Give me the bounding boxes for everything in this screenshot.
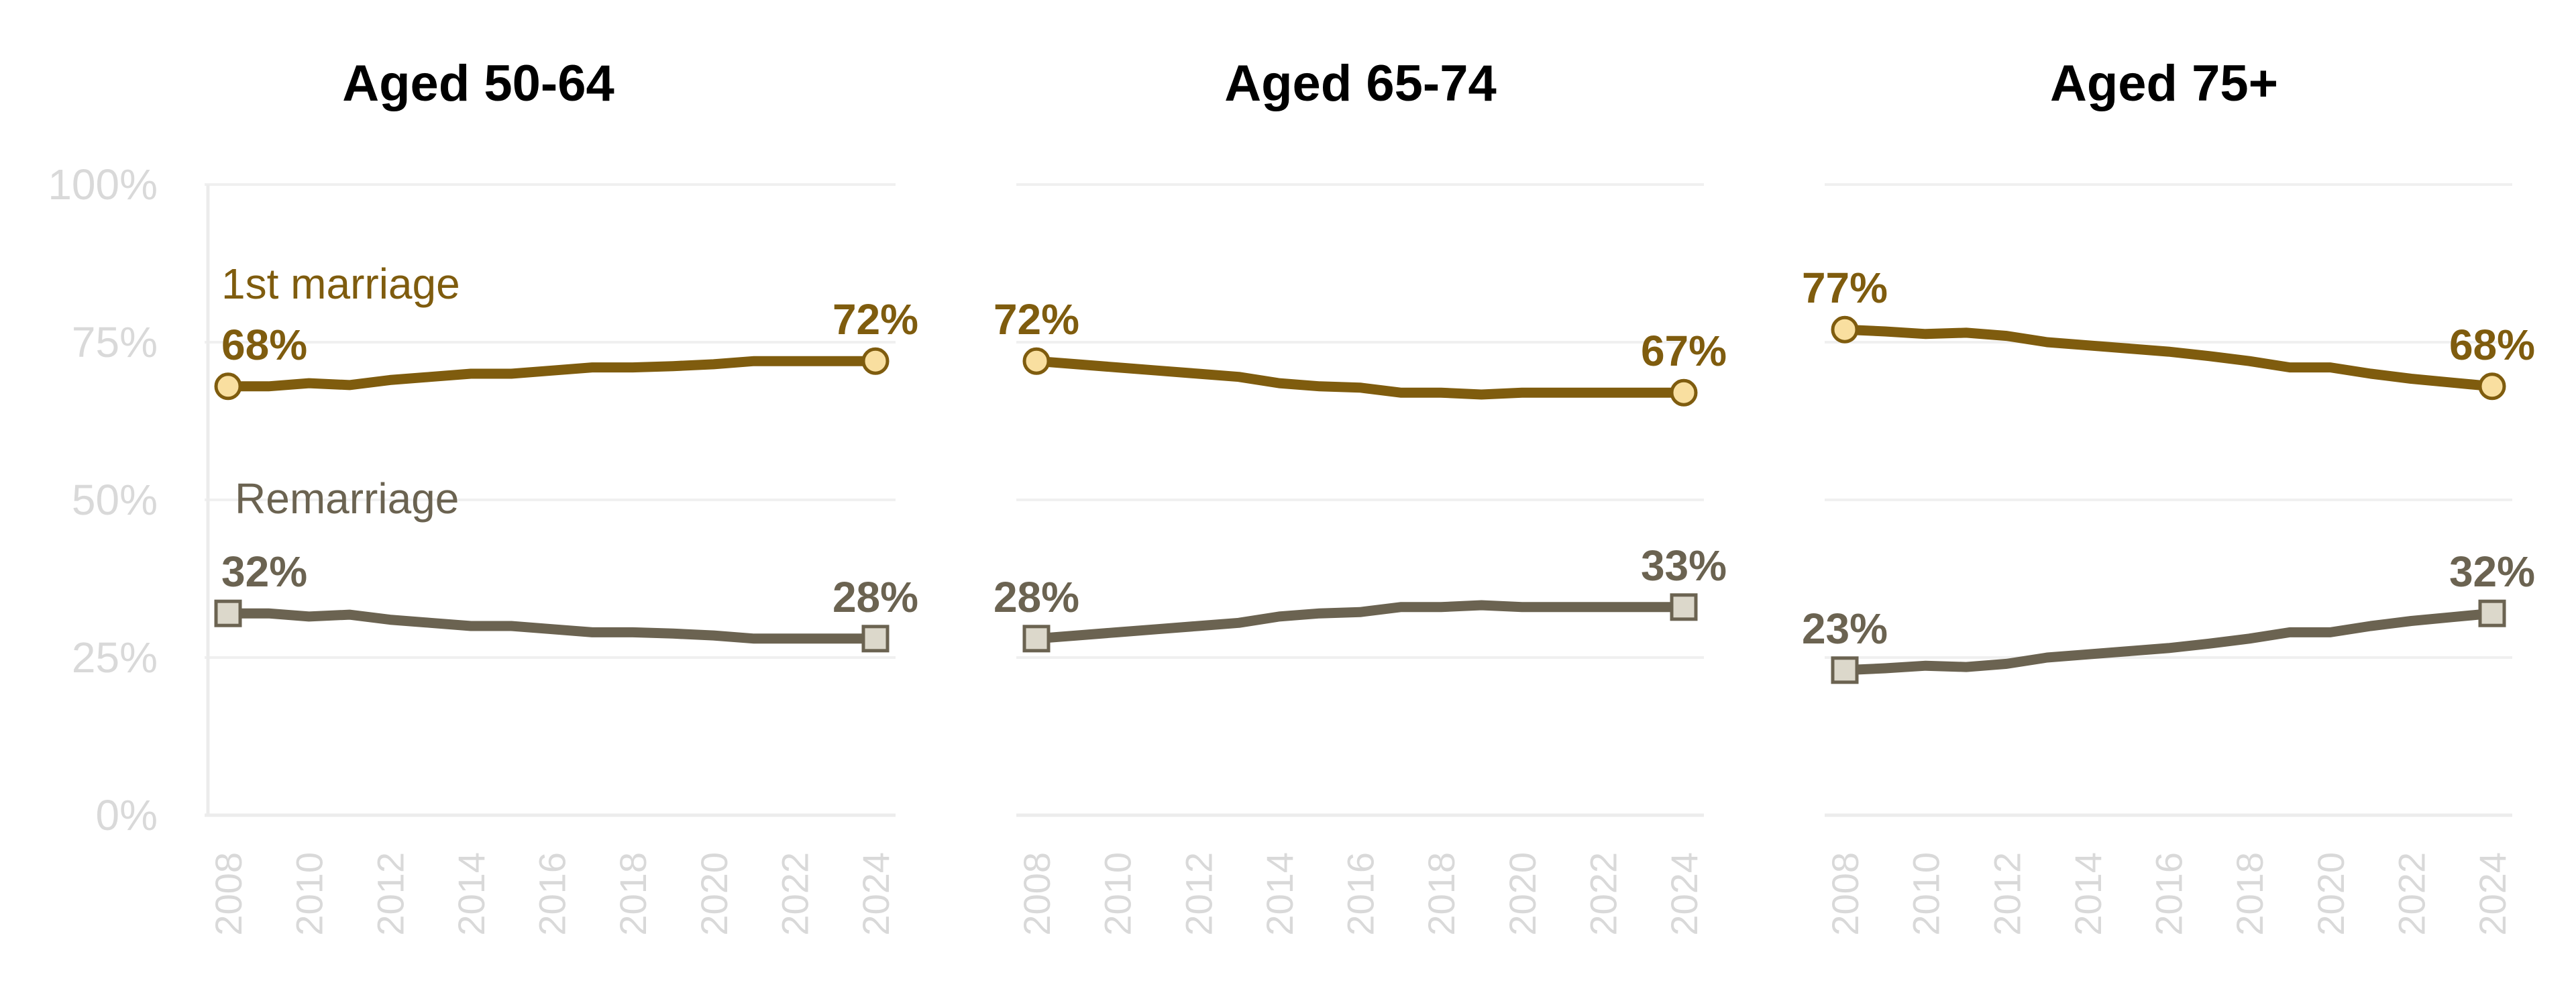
x-tick-label: 2010	[288, 852, 331, 936]
x-tick-label: 2014	[450, 852, 492, 936]
x-tick-label: 2012	[1177, 852, 1220, 936]
data-label-start: 28%	[994, 573, 1079, 621]
panel-title: Aged 75+	[2050, 55, 2278, 112]
series-line-first-marriage	[1839, 324, 2498, 392]
x-tick-label: 2018	[1420, 852, 1462, 936]
x-tick-label: 2018	[2229, 852, 2271, 936]
x-tick-label: 2016	[531, 852, 574, 936]
panel-3: Aged 75+ 2008 2010 2012 2014 2016 2018 2020 2022…	[1802, 55, 2535, 936]
x-tick-label: 2018	[612, 852, 654, 936]
x-tick-label: 2014	[1258, 852, 1301, 936]
x-tick-label: 2010	[1905, 852, 1947, 936]
data-label-end: 33%	[1641, 541, 1727, 590]
data-label-end: 32%	[2449, 547, 2535, 596]
panel-2: Aged 65-74 2008 2010 2012 2014 2016 2018 2020 20…	[994, 55, 1727, 936]
x-tick-label: 2024	[855, 852, 897, 936]
point-marker	[1022, 625, 1051, 653]
point-marker	[2478, 372, 2506, 401]
series-label-first-marriage: 1st marriage	[221, 260, 460, 308]
data-label-start: 68%	[221, 321, 307, 369]
point-marker	[1670, 378, 1698, 407]
series-label-remarriage: Remarriage	[235, 474, 459, 523]
x-tick-label: 2024	[1663, 852, 1705, 936]
x-tick-label: 2012	[1986, 852, 2028, 936]
x-tick-label: 2016	[2148, 852, 2190, 936]
x-tick-label: 2020	[2310, 852, 2352, 936]
series-line-remarriage	[1031, 600, 1689, 644]
series-line-remarriage	[1839, 608, 2498, 676]
series-line-first-marriage	[223, 356, 881, 392]
x-tick-label: 2020	[1501, 852, 1544, 936]
data-label-start: 72%	[994, 295, 1079, 344]
point-marker	[214, 599, 242, 627]
data-label-start: 23%	[1802, 605, 1888, 653]
panel-title: Aged 50-64	[342, 55, 614, 112]
point-marker	[1022, 347, 1051, 375]
x-tick-label: 2024	[2471, 852, 2514, 936]
panel-title: Aged 65-74	[1224, 55, 1497, 112]
panel-1: Aged 50-64 0% 25% 50% 75% 100% 2008 2010 2012 201…	[48, 55, 918, 936]
x-tick-label: 2016	[1340, 852, 1382, 936]
data-label-start: 77%	[1802, 264, 1888, 312]
point-marker	[1831, 656, 1859, 684]
y-tick-label: 75%	[72, 318, 158, 366]
point-marker	[861, 625, 890, 653]
y-tick-label: 25%	[72, 633, 158, 682]
y-tick-label: 50%	[72, 476, 158, 524]
x-tick-label: 2008	[1016, 852, 1058, 936]
x-tick-label: 2008	[207, 852, 250, 936]
x-tick-label: 2014	[2067, 852, 2109, 936]
x-tick-label: 2022	[2390, 852, 2432, 936]
data-label-end: 28%	[833, 573, 918, 621]
y-tick-label: 0%	[96, 791, 158, 839]
data-label-end: 67%	[1641, 327, 1727, 375]
data-label-end: 68%	[2449, 321, 2535, 369]
point-marker	[861, 347, 890, 375]
x-tick-label: 2022	[1582, 852, 1624, 936]
x-tick-label: 2012	[369, 852, 411, 936]
series-line-first-marriage	[1031, 356, 1689, 400]
point-marker	[2478, 599, 2506, 627]
point-marker	[1670, 593, 1698, 621]
data-label-start: 32%	[221, 547, 307, 596]
data-label-end: 72%	[833, 295, 918, 344]
point-marker	[1831, 315, 1859, 344]
y-tick-label: 100%	[48, 160, 158, 209]
x-tick-label: 2010	[1097, 852, 1139, 936]
x-tick-label: 2022	[773, 852, 816, 936]
x-tick-label: 2020	[693, 852, 735, 936]
point-marker	[214, 372, 242, 401]
x-tick-label: 2008	[1824, 852, 1866, 936]
series-line-remarriage	[223, 608, 881, 644]
